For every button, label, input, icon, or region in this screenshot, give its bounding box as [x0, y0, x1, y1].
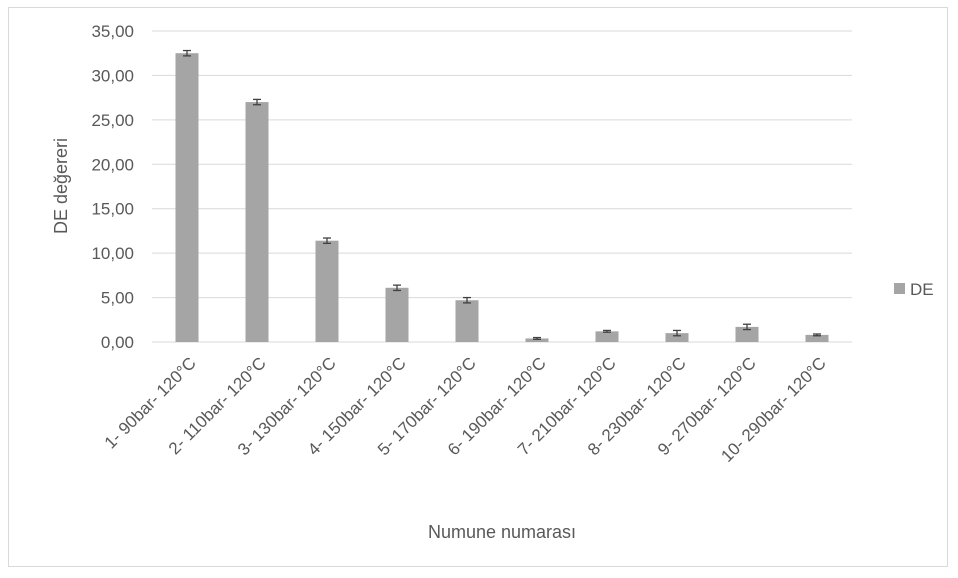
error-bar [603, 329, 611, 333]
bar [315, 240, 339, 342]
y-tick-label: 5,00 [101, 289, 134, 308]
error-bar [813, 333, 821, 337]
error-bar [253, 98, 261, 106]
y-tick-label: 30,00 [91, 66, 134, 85]
legend-swatch [894, 283, 905, 294]
bar [595, 331, 619, 342]
bars [175, 53, 829, 342]
y-tick-label: 10,00 [91, 244, 134, 263]
legend-label: DE [910, 280, 934, 299]
error-bar [393, 284, 401, 292]
y-tick-label: 15,00 [91, 200, 134, 219]
error-bars [183, 49, 821, 340]
bar [735, 326, 759, 342]
error-bar [183, 49, 191, 57]
error-bar [463, 296, 471, 304]
x-tick-labels: 1- 90bar- 120°C2- 110bar- 120°C3- 130bar… [101, 353, 830, 465]
bar [525, 338, 549, 342]
bar [805, 334, 829, 342]
y-tick-labels: 0,00 5,00 10,00 15,00 20,00 25,00 30,00 35,00 [91, 22, 134, 352]
error-bar [533, 336, 541, 340]
gridlines [152, 30, 852, 343]
error-bar [323, 237, 331, 245]
y-tick-label: 35,00 [91, 22, 134, 41]
bar [665, 333, 689, 342]
y-axis-title: DE değereri [51, 138, 71, 234]
legend: DE [894, 280, 934, 299]
y-tick-label: 20,00 [91, 155, 134, 174]
y-tick-label: 25,00 [91, 111, 134, 130]
y-tick-label: 0,00 [101, 333, 134, 352]
bar [245, 102, 269, 342]
error-bar [673, 329, 681, 337]
chart-frame [8, 7, 948, 567]
error-bar [743, 323, 751, 331]
bar [455, 300, 479, 342]
bar [175, 53, 199, 342]
bar [385, 287, 409, 342]
x-axis-title: Numune numarası [428, 522, 576, 542]
